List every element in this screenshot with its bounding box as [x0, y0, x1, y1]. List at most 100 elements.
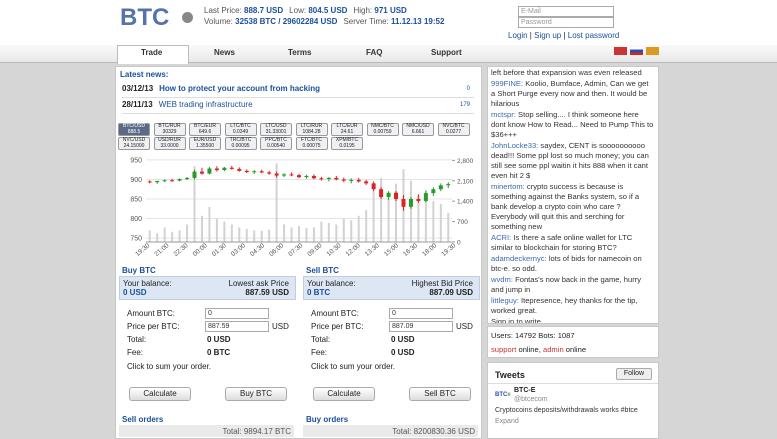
pair-button[interactable]: TRC/BTC 0.00095: [224, 137, 257, 150]
price-label: Lowest ask Price: [228, 279, 289, 288]
chat-user[interactable]: adamdeckernyc:: [491, 254, 547, 263]
x-tick-label: 19:30: [134, 242, 151, 258]
pair-button[interactable]: LTC/USD 31.33001: [260, 123, 292, 136]
field-input[interactable]: 0: [389, 308, 453, 319]
news-title: Latest news:: [120, 70, 169, 79]
calculate-button[interactable]: Calculate: [129, 387, 191, 401]
volume-bar: [342, 218, 345, 242]
volume-bar: [327, 223, 330, 242]
orders-title: Sell orders: [122, 415, 164, 424]
chat-message: JohnLocke33: saydex, CENT is soooooooooo…: [491, 141, 654, 181]
orders-total: Total: 9894.17 BTC: [222, 427, 291, 436]
password-input[interactable]: Password: [518, 17, 614, 28]
chat-user[interactable]: mctspr:: [491, 110, 516, 119]
support[interactable]: support: [491, 345, 517, 354]
field-input[interactable]: 887.59: [205, 321, 269, 332]
candle-body: [408, 199, 413, 207]
flag-ru[interactable]: [630, 47, 643, 55]
chat-user[interactable]: 999FINE:: [491, 79, 524, 88]
pair-price: 31.33001: [265, 128, 287, 135]
pair-name: EUR/USD: [193, 137, 217, 143]
candle-body: [394, 192, 399, 199]
stats-row: Last Price: 888.7 USD Low: 804.5 USD High:…: [204, 5, 450, 16]
pair-button[interactable]: FTC/BTC 0.00075: [295, 137, 328, 150]
action-button[interactable]: Sell BTC: [409, 387, 471, 401]
pair-button[interactable]: LTC/EUR 24.61: [331, 123, 363, 136]
candle-body: [379, 189, 384, 198]
chat-message: adamdeckernyc: lots of bids for namecoin…: [491, 254, 654, 274]
field-label: Price per BTC:: [127, 322, 180, 331]
volume-bar: [380, 177, 383, 242]
auth-link[interactable]: Login: [508, 31, 528, 40]
chat-user[interactable]: JohnLocke33:: [491, 141, 539, 150]
candle-body: [244, 170, 249, 173]
follow-button[interactable]: Follow: [616, 368, 652, 380]
tweet-expand[interactable]: Expand: [495, 418, 519, 425]
volume-bar: [230, 224, 233, 242]
auth-link[interactable]: Sign up: [534, 31, 562, 40]
header: BTC Last Price: 888.7 USD Low: 804.5 USD H…: [0, 0, 777, 45]
online: support online, admin online: [491, 345, 586, 354]
fee-value: 0 BTC: [207, 348, 231, 357]
chat-signin[interactable]: Sign in to write.: [491, 317, 543, 324]
candle-body: [252, 171, 257, 173]
pair-button[interactable]: USD/RUR 33.0000: [153, 137, 186, 150]
field-input[interactable]: 887.09: [389, 321, 453, 332]
tweets-title: Tweets: [495, 370, 525, 380]
news-link[interactable]: WEB trading infrastructure: [158, 100, 253, 109]
pair-name: NVC/USD: [122, 137, 146, 143]
auth-link[interactable]: Lost password: [567, 31, 620, 40]
candle-body: [297, 175, 301, 178]
pair-button[interactable]: NVC/USD 24.15000: [118, 137, 150, 150]
chat-user[interactable]: wvdm:: [491, 275, 513, 284]
flag-cn[interactable]: [646, 47, 659, 55]
price-value: 887.59 USD: [245, 288, 289, 297]
chat-list: left before that expansion was even rele…: [488, 67, 658, 324]
x-tick-label: 06:00: [268, 242, 285, 258]
candle-body: [401, 199, 406, 207]
volume-bar: [171, 231, 174, 242]
flag-uk[interactable]: [614, 47, 627, 55]
orders-title: Buy orders: [306, 415, 349, 424]
pair-button[interactable]: BTC/USD 888.5: [118, 123, 150, 136]
total-label: Total:: [127, 335, 147, 344]
balance-label: Your balance:: [123, 279, 172, 288]
volume-bar: [417, 195, 420, 242]
pair-button[interactable]: XPM/BTC 0.0195: [331, 137, 363, 150]
news-link[interactable]: How to protect your account from hacking: [159, 84, 321, 93]
pair-button[interactable]: BTC/EUR 649.6: [189, 123, 221, 136]
chat-user[interactable]: minertom:: [491, 182, 525, 191]
stat-label: High:: [353, 6, 373, 15]
volume-bar: [178, 230, 181, 242]
candle-body: [334, 177, 339, 180]
nav-tab[interactable]: News: [214, 48, 235, 57]
candle-body: [267, 172, 272, 174]
pair-button[interactable]: NMC/USD 6.661: [402, 123, 434, 136]
pair-button[interactable]: BTC/RUR 30329: [153, 123, 186, 136]
nav-tab[interactable]: Support: [431, 48, 462, 57]
pair-button[interactable]: EUR/USD 1.35500: [189, 137, 221, 150]
nav-tab[interactable]: Trade: [141, 48, 163, 57]
email-input[interactable]: E-Mail: [518, 6, 614, 17]
pair-button[interactable]: LTC/RUR 1084.28: [295, 123, 328, 136]
nav-tab[interactable]: FAQ: [366, 48, 383, 57]
calculate-button[interactable]: Calculate: [313, 387, 375, 401]
price-value: 887.09 USD: [429, 288, 473, 297]
y2-tick-label: 700: [457, 219, 468, 226]
nav-tab[interactable]: Terms: [288, 48, 312, 57]
candle-body: [371, 183, 376, 190]
y-tick-label: 850: [130, 197, 142, 204]
field-input[interactable]: 0: [205, 308, 269, 319]
pair-price: 24.61: [340, 128, 354, 135]
chat-panel: left before that expansion was even rele…: [487, 66, 659, 324]
action-button[interactable]: Buy BTC: [225, 387, 287, 401]
chat-user[interactable]: ACRI:: [491, 233, 512, 242]
pair-button[interactable]: NMC/BTC 0.00759: [366, 123, 399, 136]
pair-button[interactable]: PPC/BTC 0.00540: [260, 137, 292, 150]
candle-body: [229, 167, 234, 169]
volume-bar: [163, 227, 166, 242]
admin[interactable]: admin: [542, 345, 564, 354]
pair-button[interactable]: LTC/BTC 0.0349: [224, 123, 257, 136]
chat-user[interactable]: littleguy:: [491, 296, 519, 305]
pair-button[interactable]: NVC/BTC 0.0277: [437, 123, 470, 136]
